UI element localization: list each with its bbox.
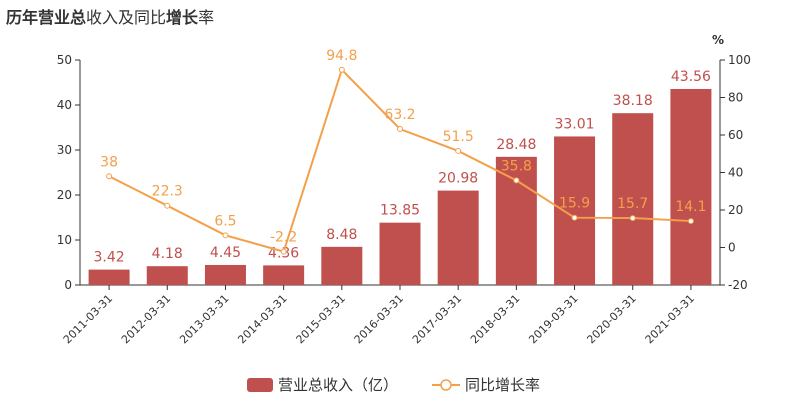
bar-revenue (146, 266, 188, 285)
x-tick-label: 2013-03-31 (177, 292, 231, 346)
growth-point (280, 248, 287, 255)
bar-revenue (612, 113, 654, 285)
y-right-tick-label: 40 (728, 166, 743, 180)
y-right-tick-label: 60 (728, 128, 743, 142)
growth-point (571, 214, 578, 221)
y-left-tick-label: 30 (57, 143, 72, 157)
growth-value-label: -2.2 (270, 230, 297, 246)
growth-point (106, 173, 113, 180)
y-left-tick-label: 0 (64, 278, 72, 292)
y-left-tick-label: 10 (57, 233, 72, 247)
y-left-tick-label: 50 (57, 53, 72, 67)
bar-revenue (437, 190, 479, 285)
bar-revenue (321, 246, 363, 285)
growth-value-label: 6.5 (214, 213, 236, 229)
growth-point (222, 232, 229, 239)
bar-value-label: 8.48 (326, 227, 357, 243)
y-right-tick-label: 20 (728, 203, 743, 217)
bar-revenue (204, 264, 246, 285)
growth-value-label: 51.5 (443, 129, 474, 145)
legend-line-label: 同比增长率 (465, 376, 540, 394)
bar-value-label: 38.18 (613, 93, 653, 109)
y-right-tick-label: 100 (728, 53, 751, 67)
y-right-tick-label: 80 (728, 91, 743, 105)
legend-line-marker (440, 379, 452, 391)
growth-point (687, 218, 694, 225)
chart-title-part: 历年 (6, 8, 39, 27)
legend-bar-label: 营业总收入（亿） (278, 376, 398, 394)
chart-title-part: 营业总 (38, 8, 87, 27)
growth-value-label: 38 (100, 154, 118, 170)
bar-revenue (670, 88, 712, 285)
bar-revenue (88, 269, 130, 285)
bar-value-label: 28.48 (496, 137, 536, 153)
growth-point (455, 147, 462, 154)
y-left-tick-label: 20 (57, 188, 72, 202)
growth-point (513, 177, 520, 184)
x-tick-label: 2018-03-31 (468, 292, 522, 346)
x-tick-label: 2019-03-31 (526, 292, 580, 346)
chart-title-part: 率 (198, 8, 215, 27)
growth-value-label: 15.9 (559, 196, 590, 212)
bar-value-label: 13.85 (380, 203, 420, 219)
growth-value-label: 35.8 (501, 158, 532, 174)
growth-point (338, 66, 345, 73)
bar-revenue (554, 136, 596, 285)
x-tick-label: 2021-03-31 (643, 292, 697, 346)
growth-value-label: 22.3 (152, 184, 183, 200)
y-left-tick-label: 40 (57, 98, 72, 112)
bar-revenue (263, 265, 305, 285)
growth-point (629, 215, 636, 222)
chart-title-part: 增长 (166, 8, 199, 27)
bar-revenue (495, 156, 537, 285)
x-tick-label: 2014-03-31 (235, 292, 289, 346)
bar-value-label: 33.01 (554, 116, 594, 132)
y-right-tick-label: 0 (728, 241, 736, 255)
bar-value-label: 4.45 (210, 245, 241, 261)
chart-title-part: 收入及同比 (86, 8, 167, 27)
growth-value-label: 15.7 (617, 196, 648, 212)
growth-value-label: 14.1 (675, 199, 706, 215)
growth-value-label: 63.2 (384, 107, 415, 123)
x-tick-label: 2017-03-31 (410, 292, 464, 346)
x-tick-label: 2012-03-31 (119, 292, 173, 346)
growth-value-label: 94.8 (326, 48, 357, 64)
bar-value-label: 3.42 (94, 250, 125, 266)
x-tick-label: 2011-03-31 (61, 292, 115, 346)
legend-bar-swatch (247, 378, 273, 392)
x-tick-label: 2015-03-31 (294, 292, 348, 346)
y-right-tick-label: -20 (728, 278, 748, 292)
bar-value-label: 43.56 (671, 69, 711, 85)
bar-value-label: 20.98 (438, 171, 478, 187)
y-right-unit-label: % (712, 33, 724, 47)
x-tick-label: 2016-03-31 (352, 292, 406, 346)
bar-revenue (379, 222, 421, 285)
x-tick-label: 2020-03-31 (584, 292, 638, 346)
chart-title: 历年营业总收入及同比增长率 (6, 4, 214, 28)
growth-point (164, 202, 171, 209)
bar-value-label: 4.18 (152, 246, 183, 262)
growth-point (397, 126, 403, 132)
